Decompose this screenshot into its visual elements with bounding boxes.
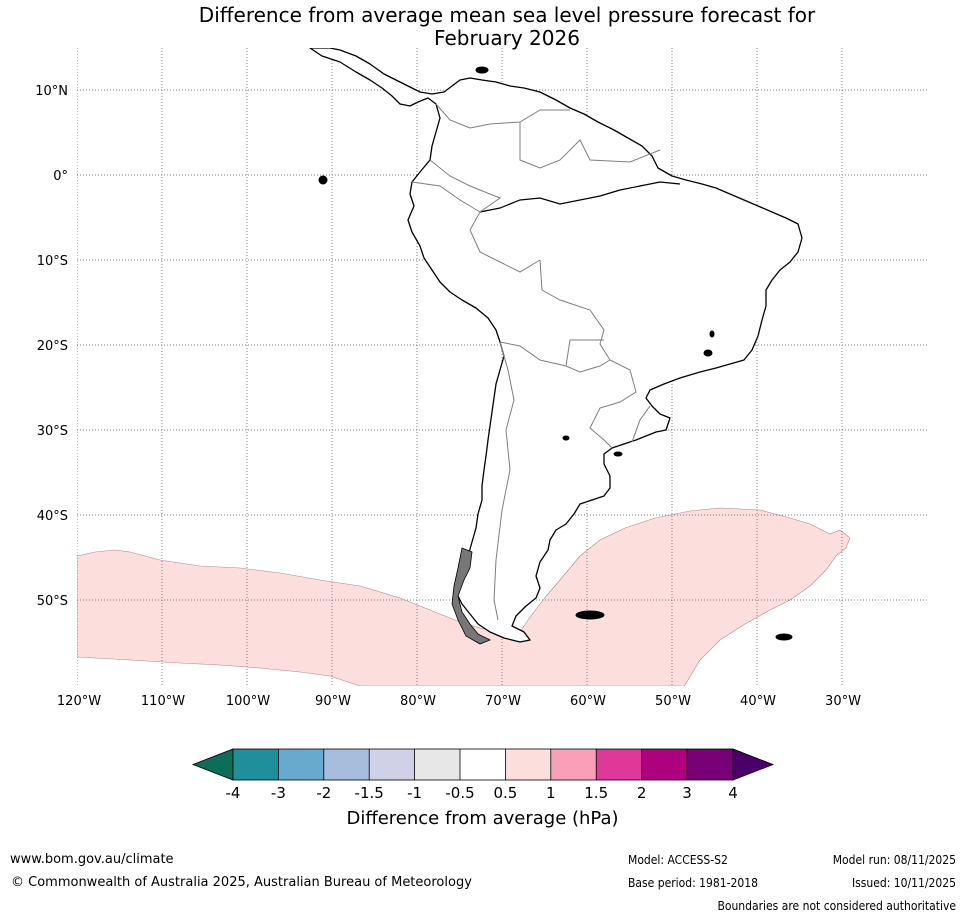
amazon-river xyxy=(479,181,681,213)
colorbar-ticks: -4 -3 -2 -1.5 -1 -0.5 0.5 1 1.5 2 3 4 xyxy=(226,784,738,802)
positive-anomaly-region xyxy=(77,507,851,686)
lat-label-0: 0° xyxy=(53,169,68,184)
cb-tick: -1 xyxy=(407,784,422,802)
model-text: Model: ACCESS-S2 xyxy=(628,853,728,867)
colorbar-bin-11 xyxy=(687,749,733,780)
south-america-coastline xyxy=(309,48,803,643)
base-period-text: Base period: 1981-2018 xyxy=(628,876,759,890)
lat-label-10s: 10°S xyxy=(37,254,68,269)
cb-tick: -2 xyxy=(316,784,331,802)
colorbar-bin-6 xyxy=(460,749,506,780)
cb-tick: 2 xyxy=(637,784,647,802)
model-run-text: Model run: 08/11/2025 xyxy=(832,853,956,867)
colorbar-bin-8 xyxy=(550,749,597,780)
cb-tick: 0.5 xyxy=(493,784,517,802)
lat-label-10n: 10°N xyxy=(35,84,68,99)
issued-text: Issued: 10/11/2025 xyxy=(851,876,956,890)
cb-tick: -0.5 xyxy=(445,784,474,802)
lon-label-70w: 70°W xyxy=(485,694,521,709)
colorbar-outline xyxy=(232,748,734,781)
cb-tick: -4 xyxy=(226,784,241,802)
title-line-1: Difference from average mean sea level p… xyxy=(198,3,816,27)
colorbar-bin-4 xyxy=(369,749,415,780)
colorbar-dividers xyxy=(277,749,688,780)
chile-fjords xyxy=(451,547,491,645)
colorbar-bin-5 xyxy=(414,749,460,780)
colorbar-extend-low xyxy=(191,748,234,781)
longitude-labels: 120°W 110°W 100°W 90°W 80°W 70°W 60°W 50… xyxy=(57,694,861,709)
lon-label-100w: 100°W xyxy=(226,694,270,709)
country-borders xyxy=(411,103,661,621)
colorbar: -4 -3 -2 -1.5 -1 -0.5 0.5 1 1.5 2 3 4 xyxy=(191,748,775,802)
lon-label-110w: 110°W xyxy=(141,694,185,709)
colorbar-label: Difference from average (hPa) xyxy=(346,808,619,829)
lon-label-40w: 40°W xyxy=(740,694,776,709)
colorbar-bin-7 xyxy=(505,749,551,780)
colorbar-bin-1 xyxy=(233,749,279,780)
lat-label-40s: 40°S xyxy=(37,509,68,524)
lat-label-20s: 20°S xyxy=(37,339,68,354)
cb-tick: 4 xyxy=(728,784,738,802)
cb-tick: 1 xyxy=(546,784,556,802)
islands xyxy=(318,66,793,641)
cb-tick: 3 xyxy=(682,784,692,802)
lon-label-60w: 60°W xyxy=(570,694,606,709)
lat-label-50s: 50°S xyxy=(37,594,68,609)
cb-tick: -3 xyxy=(271,784,286,802)
cb-tick: 1.5 xyxy=(584,784,608,802)
copyright-text: © Commonwealth of Australia 2025, Austra… xyxy=(11,875,472,890)
lon-label-30w: 30°W xyxy=(825,694,861,709)
lon-label-90w: 90°W xyxy=(315,694,351,709)
website-link[interactable]: www.bom.gov.au/climate xyxy=(10,852,174,867)
boundaries-note: Boundaries are not considered authoritat… xyxy=(717,899,956,913)
cb-tick: -1.5 xyxy=(355,784,384,802)
colorbar-extend-high xyxy=(732,748,775,781)
title-line-2: February 2026 xyxy=(434,26,580,50)
lon-label-120w: 120°W xyxy=(57,694,101,709)
lon-label-50w: 50°W xyxy=(655,694,691,709)
lon-label-80w: 80°W xyxy=(400,694,436,709)
map-title: Difference from average mean sea level p… xyxy=(0,4,965,50)
colorbar-bin-2 xyxy=(278,749,324,780)
latitude-labels: 10°N 0° 10°S 20°S 30°S 40°S 50°S xyxy=(35,84,68,609)
colorbar-bin-10 xyxy=(641,749,687,780)
colorbar-bin-3 xyxy=(323,749,370,780)
colorbar-bin-9 xyxy=(596,749,642,780)
lat-label-30s: 30°S xyxy=(37,424,68,439)
